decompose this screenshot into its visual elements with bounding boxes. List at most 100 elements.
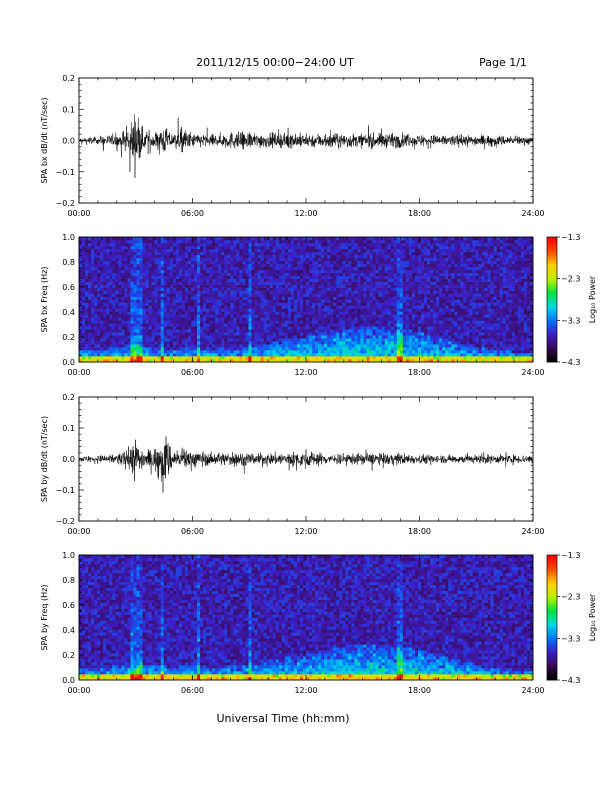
heat-cell (160, 308, 165, 312)
heat-cell (333, 311, 337, 315)
heat-cell (97, 317, 101, 321)
heat-cell (396, 332, 401, 336)
heat-cell (402, 317, 407, 321)
heat-cell (372, 287, 376, 291)
heat-cell (142, 269, 146, 274)
heat-cell (318, 356, 322, 360)
heat-cell (372, 284, 376, 288)
heat-cell (197, 248, 201, 253)
heat-cell (88, 323, 92, 327)
heat-cell (278, 269, 283, 274)
heat-cell (393, 248, 398, 253)
heat-cell (115, 293, 119, 297)
heat-cell (212, 323, 216, 327)
heat-cell (306, 356, 310, 360)
heat-cell (411, 290, 416, 294)
heat-cell (408, 341, 413, 345)
heat-cell (118, 341, 122, 345)
heat-cell (357, 356, 361, 360)
heat-cell (287, 311, 292, 315)
heat-cell (212, 248, 216, 253)
heat-cell (233, 281, 237, 285)
heat-cell (139, 254, 143, 259)
heat-cell (133, 287, 137, 291)
heat-cell (381, 293, 385, 297)
heat-cell (408, 263, 413, 268)
heat-cell (342, 293, 346, 297)
heat-cell (421, 302, 425, 306)
heat-cell (203, 311, 207, 315)
heat-cell (166, 338, 171, 342)
heat-cell (133, 305, 137, 309)
heat-cell (342, 275, 346, 279)
heat-cell (166, 242, 171, 247)
heat-cell (366, 308, 370, 312)
heat-cell (414, 329, 419, 333)
heat-cell (302, 308, 307, 312)
heat-cell (375, 314, 379, 318)
heat-cell (178, 257, 183, 262)
heat-cell (169, 302, 174, 306)
heat-cell (339, 335, 343, 339)
heat-cell (296, 323, 301, 327)
heat-cell (424, 326, 428, 330)
heat-cell (339, 266, 343, 271)
heat-cell (354, 350, 358, 354)
heat-cell (130, 299, 134, 303)
heat-cell (272, 263, 277, 268)
heat-cell (203, 263, 207, 268)
heat-cell (88, 257, 92, 262)
heat-cell (312, 350, 316, 354)
heat-cell (203, 242, 207, 247)
y-tick-label: −0.2 (56, 199, 75, 208)
heat-cell (408, 308, 413, 312)
heat-cell (124, 239, 128, 244)
heat-cell (309, 263, 313, 268)
heat-cell (136, 257, 140, 262)
heat-cell (230, 356, 234, 360)
heat-cell (142, 350, 146, 354)
heat-cell (212, 281, 216, 285)
heat-cell (218, 284, 222, 288)
heat-cell (136, 320, 140, 324)
heat-cell (197, 338, 201, 342)
heat-cell (336, 239, 340, 244)
heat-cell (372, 248, 376, 253)
heat-cell (324, 308, 328, 312)
heat-cell (405, 353, 410, 357)
heat-cell (106, 266, 110, 271)
heat-cell (163, 275, 168, 279)
heat-cell (260, 293, 264, 297)
heat-cell (254, 305, 258, 309)
heat-cell (175, 239, 180, 244)
heat-cell (417, 278, 422, 282)
heat-cell (184, 242, 189, 247)
heat-cell (387, 278, 392, 282)
heat-cell (293, 251, 298, 256)
heat-cell (357, 257, 361, 262)
heat-cell (82, 278, 86, 282)
heat-cell (360, 272, 364, 276)
heat-cell (330, 263, 334, 268)
heat-cell (157, 251, 162, 256)
heat-cell (348, 314, 352, 318)
heat-cell (172, 338, 177, 342)
heat-cell (399, 275, 404, 279)
heat-cell (221, 239, 225, 244)
heat-cell (194, 350, 198, 354)
heat-cell (275, 296, 280, 300)
heat-cell (321, 284, 325, 288)
heat-cell (130, 323, 134, 327)
heat-cell (166, 281, 171, 285)
heat-cell (281, 344, 286, 348)
heat-cell (302, 323, 307, 327)
heat-cell (293, 299, 298, 303)
heat-cell (378, 356, 382, 360)
heat-cell (354, 260, 358, 265)
heat-cell (212, 347, 216, 351)
heat-cell (163, 296, 168, 300)
heat-cell (130, 269, 134, 274)
heat-cell (427, 278, 431, 282)
heat-cell (103, 263, 107, 268)
heat-cell (299, 302, 304, 306)
